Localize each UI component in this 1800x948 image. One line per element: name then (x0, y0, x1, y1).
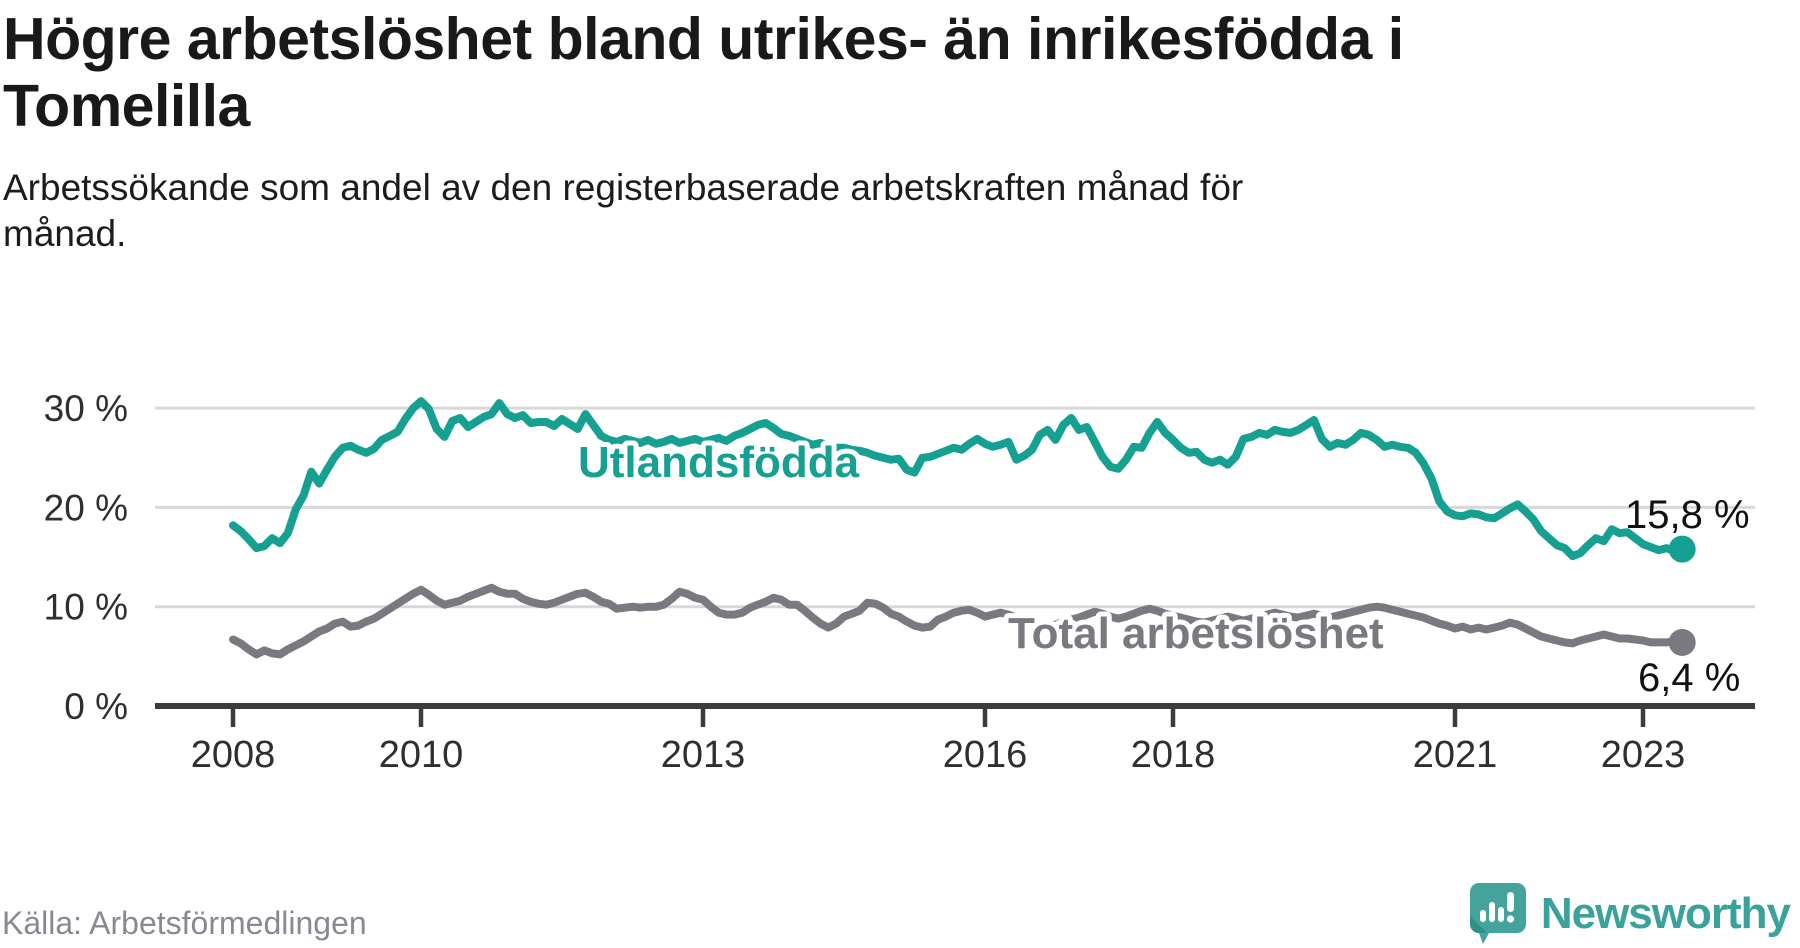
page-title: Högre arbetslöshet bland utrikes- än inr… (3, 6, 1543, 141)
y-tick-label-20: 20 % (44, 487, 128, 528)
series-label-utlandsfodda: Utlandsfödda (578, 438, 860, 487)
newsworthy-brand: Newsworthy (1469, 882, 1791, 946)
x-tick-label-2016: 2016 (943, 734, 1028, 776)
logo-bar-chart-icon (1479, 892, 1514, 923)
end-dot-total (1668, 628, 1696, 656)
end-dot-utlandsfodda (1668, 535, 1696, 563)
page-subtitle-line-2: månad. (3, 213, 127, 255)
x-tick-label-2021: 2021 (1413, 734, 1498, 776)
end-value-label-utlandsfodda: 15,8 % (1625, 493, 1750, 537)
end-value-label-total: 6,4 % (1638, 656, 1740, 700)
x-tick-label-2010: 2010 (379, 734, 464, 776)
logo-fold (1469, 916, 1487, 933)
page-title-line-1: Högre arbetslöshet bland utrikes- än inr… (3, 6, 1404, 72)
line-series-total (229, 583, 1687, 659)
newsworthy-logo-icon (1469, 883, 1526, 944)
y-tick-label-10: 10 % (44, 587, 128, 628)
x-tick-label-2013: 2013 (661, 734, 746, 776)
x-tick-label-2023: 2023 (1601, 734, 1686, 776)
page-subtitle: Arbetssökande som andel av den registerb… (3, 165, 1453, 258)
page-subtitle-line-1: Arbetssökande som andel av den registerb… (3, 167, 1244, 208)
newsworthy-wordmark: Newsworthy (1540, 889, 1791, 938)
source-note: Källa: Arbetsförmedlingen (2, 905, 367, 941)
page-title-line-2: Tomelilla (3, 73, 250, 140)
x-tick-label-2018: 2018 (1131, 734, 1216, 776)
series-label-total: Total arbetslöshet (1008, 609, 1384, 658)
y-tick-label-30: 30 % (44, 388, 128, 429)
y-tick-label-0: 0 % (64, 686, 128, 727)
line-series-utlandsfodda (229, 397, 1687, 561)
x-tick-label-2008: 2008 (191, 734, 276, 776)
